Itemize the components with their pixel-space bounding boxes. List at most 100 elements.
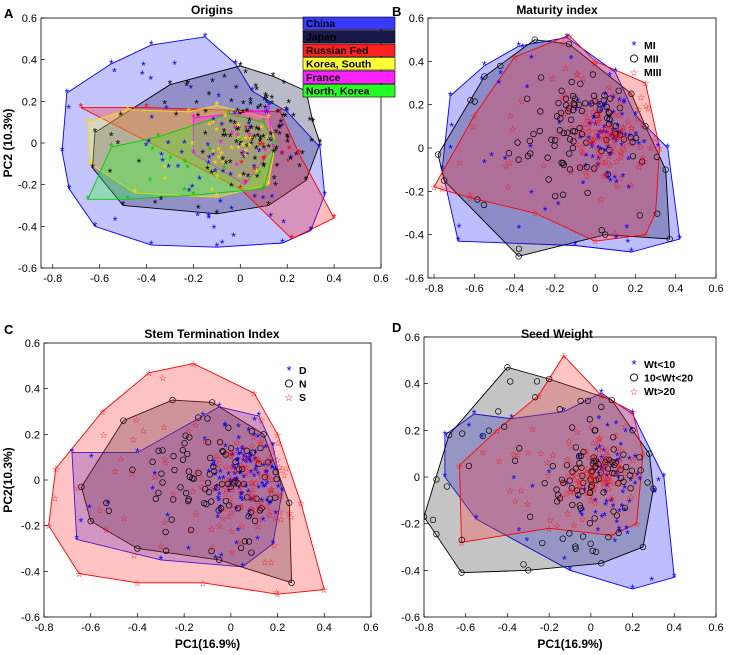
data-point: * xyxy=(610,460,615,474)
data-point: * xyxy=(617,95,622,109)
data-point: ☆ xyxy=(272,587,280,597)
x-tick-label: -0.6 xyxy=(81,622,100,634)
data-point: * xyxy=(594,444,599,458)
data-point: * xyxy=(503,153,508,167)
data-point: ☆ xyxy=(117,454,125,464)
data-point: * xyxy=(149,38,154,52)
data-point: ☆ xyxy=(595,111,603,121)
data-point: * xyxy=(213,552,218,566)
x-tick-label: -0.2 xyxy=(545,283,564,295)
data-point: ☆ xyxy=(567,167,575,177)
data-point xyxy=(606,116,613,123)
data-point: * xyxy=(252,470,257,484)
data-point: * xyxy=(261,139,266,153)
data-point: ☆ xyxy=(558,93,566,103)
data-point: * xyxy=(234,124,239,138)
data-point: ☆ xyxy=(583,468,591,478)
data-point: ☆ xyxy=(506,486,514,496)
data-point: * xyxy=(213,157,218,171)
data-point xyxy=(572,543,579,550)
data-point xyxy=(623,463,630,471)
data-point: * xyxy=(236,420,241,434)
data-point: ☆ xyxy=(613,459,621,469)
data-point: * xyxy=(593,118,598,132)
data-point xyxy=(481,73,488,80)
data-point: ☆ xyxy=(262,465,270,475)
x-tick-label: 0.4 xyxy=(668,283,683,295)
data-point: * xyxy=(642,136,647,150)
data-point: ☆ xyxy=(627,492,635,502)
data-point xyxy=(605,120,613,128)
data-point: * xyxy=(239,157,244,171)
data-point xyxy=(555,99,562,107)
data-point: * xyxy=(150,483,155,497)
data-point xyxy=(580,448,587,456)
data-point: * xyxy=(215,512,220,526)
data-point xyxy=(602,231,609,238)
data-point: ☆ xyxy=(254,521,262,531)
data-point xyxy=(612,122,619,130)
data-point: ☆ xyxy=(590,451,598,461)
data-point: ☆ xyxy=(616,132,624,142)
data-point: * xyxy=(605,480,610,494)
data-point: * xyxy=(599,386,604,400)
data-point: ☆ xyxy=(591,57,599,67)
data-point xyxy=(632,134,640,142)
data-point: ☆ xyxy=(575,476,583,486)
data-point: ☆ xyxy=(594,145,602,155)
hull-japan xyxy=(92,65,321,215)
data-point: * xyxy=(273,136,278,150)
data-point: * xyxy=(168,152,173,166)
data-point xyxy=(559,535,566,542)
data-point: * xyxy=(255,533,260,547)
data-point: * xyxy=(270,462,275,476)
legend-marker xyxy=(284,379,294,388)
data-point: * xyxy=(281,110,286,124)
data-point xyxy=(573,487,581,494)
data-point: * xyxy=(228,475,233,489)
data-point: ☆ xyxy=(589,139,597,149)
data-point xyxy=(206,471,213,478)
data-point: ☆ xyxy=(611,110,619,120)
data-point: * xyxy=(214,124,219,138)
data-point: ☆ xyxy=(594,109,602,119)
data-point xyxy=(586,520,594,527)
data-point xyxy=(628,90,635,97)
data-point xyxy=(576,124,583,132)
data-point: * xyxy=(262,93,267,107)
data-point: * xyxy=(113,214,118,228)
x-tick-label: -0.8 xyxy=(35,622,54,634)
x-tick-label: 0.2 xyxy=(280,273,295,285)
x-tick-label: -0.4 xyxy=(498,622,517,634)
data-point: * xyxy=(269,457,274,471)
data-point: * xyxy=(222,71,227,85)
data-point: * xyxy=(261,159,266,173)
data-point: * xyxy=(243,178,248,192)
data-point: * xyxy=(191,146,196,160)
data-point xyxy=(215,507,222,514)
data-point xyxy=(560,129,567,137)
data-point xyxy=(244,494,251,501)
data-point: ☆ xyxy=(573,70,581,80)
data-point xyxy=(587,540,594,547)
data-point: * xyxy=(86,192,91,206)
data-point: ☆ xyxy=(257,472,265,482)
data-point: * xyxy=(211,114,216,128)
data-point: ☆ xyxy=(591,59,599,69)
data-point: ☆ xyxy=(161,517,169,527)
data-point xyxy=(560,479,567,487)
data-point: * xyxy=(276,481,281,495)
data-point xyxy=(182,432,189,439)
data-point: * xyxy=(309,135,314,149)
data-point: ☆ xyxy=(98,407,106,417)
data-point xyxy=(615,87,622,94)
data-point: ☆ xyxy=(581,108,589,118)
y-tick-label: 0.4 xyxy=(405,379,420,391)
data-point: * xyxy=(262,142,267,156)
data-point: ☆ xyxy=(226,481,234,491)
data-point: * xyxy=(607,69,612,83)
data-point: ☆ xyxy=(100,430,108,440)
data-point: * xyxy=(196,110,201,124)
data-point xyxy=(433,530,440,538)
data-point: * xyxy=(216,152,221,166)
